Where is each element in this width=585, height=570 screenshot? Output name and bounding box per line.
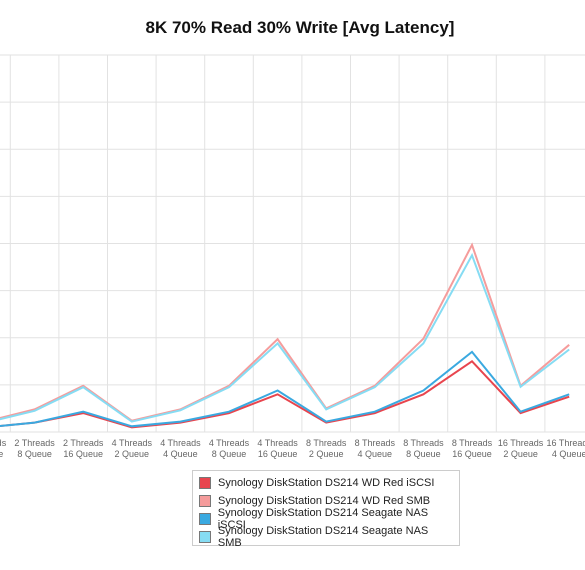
x-tick-label: 8 Threads [452, 438, 493, 448]
series-line [0, 350, 570, 428]
x-tick-label: 16 Queue [258, 449, 298, 459]
x-tick-label: 2 Queue [309, 449, 344, 459]
series-lines [0, 242, 570, 429]
x-tick-label: 8 Queue [406, 449, 441, 459]
series-line [0, 359, 570, 429]
legend-swatch [199, 477, 211, 489]
x-tick-label: 2 Queue [503, 449, 538, 459]
series-line [0, 252, 570, 423]
x-tick-label: 16 Threads [498, 438, 544, 448]
x-tick-label: 8 Threads [306, 438, 347, 448]
x-tick-label: 4 Threads [257, 438, 298, 448]
x-tick-label: 2 Threads [63, 438, 104, 448]
x-tick-label: 4 Queue [552, 449, 585, 459]
x-tick-label: 4 Threads [160, 438, 201, 448]
x-tick-label: 16 Queue [452, 449, 492, 459]
legend-label: Synology DiskStation DS214 Seagate NAS S… [217, 525, 429, 549]
series-line [0, 242, 570, 422]
x-tick-label: 8 Queue [212, 449, 247, 459]
chart-title: 8K 70% Read 30% Write [Avg Latency] [145, 18, 455, 37]
x-tick-label: 8 Queue [17, 449, 52, 459]
legend-swatch [199, 513, 211, 525]
legend-item: Synology DiskStation DS214 Seagate NAS i… [199, 507, 453, 531]
legend-label: Synology DiskStation DS214 WD Red iSCSI [218, 477, 435, 489]
legend-swatch [199, 495, 211, 507]
x-tick-label: 8 Threads [403, 438, 444, 448]
x-tick-label: 4 Queue [163, 449, 198, 459]
legend-label: Synology DiskStation DS214 WD Red SMB [218, 495, 431, 507]
x-tick-label: 4 Threads [209, 438, 250, 448]
x-tick-label: 4 Queue [358, 449, 393, 459]
x-tick-label: 16 Threads [547, 438, 585, 448]
x-tick-label: 2 Threads [14, 438, 55, 448]
x-tick-label: 2 Queue [0, 449, 3, 459]
legend-item: Synology DiskStation DS214 WD Red SMB [199, 492, 453, 510]
legend-label: Synology DiskStation DS214 Seagate NAS i… [217, 507, 429, 531]
legend: Synology DiskStation DS214 WD Red iSCSI S… [192, 470, 460, 549]
x-tick-label: 2 Queue [115, 449, 150, 459]
x-tick-label: 16 Queue [63, 449, 103, 459]
legend-item: Synology DiskStation DS214 WD Red iSCSI [199, 474, 453, 492]
legend-swatch [199, 531, 211, 543]
x-tick-label: 1 Threads [0, 438, 7, 448]
grid-lines [0, 54, 585, 433]
x-tick-label: 4 Threads [112, 438, 153, 448]
x-tick-label: 8 Threads [355, 438, 396, 448]
legend-item: Synology DiskStation DS214 Seagate NAS S… [199, 525, 453, 549]
